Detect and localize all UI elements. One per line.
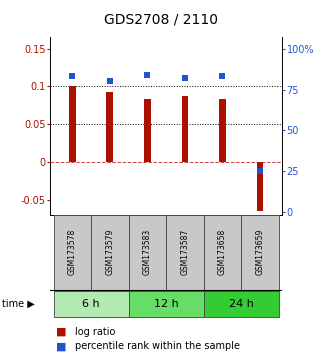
Bar bbox=[129, 291, 204, 317]
Bar bbox=[69, 86, 76, 162]
Text: GSM173587: GSM173587 bbox=[180, 229, 189, 275]
Text: 24 h: 24 h bbox=[229, 299, 254, 309]
Bar bbox=[107, 92, 113, 162]
Bar bbox=[181, 96, 188, 162]
Text: ■: ■ bbox=[56, 327, 67, 337]
Point bbox=[145, 72, 150, 78]
Text: GSM173658: GSM173658 bbox=[218, 229, 227, 275]
Point bbox=[182, 75, 187, 81]
Point bbox=[220, 74, 225, 79]
Point bbox=[107, 79, 112, 84]
Text: 6 h: 6 h bbox=[82, 299, 100, 309]
Text: 12 h: 12 h bbox=[154, 299, 178, 309]
Text: GSM173578: GSM173578 bbox=[68, 229, 77, 275]
Bar bbox=[91, 215, 129, 291]
Text: log ratio: log ratio bbox=[75, 327, 116, 337]
Bar bbox=[166, 215, 204, 291]
Bar bbox=[144, 99, 151, 162]
Bar bbox=[219, 99, 226, 162]
Text: GSM173583: GSM173583 bbox=[143, 229, 152, 275]
Text: ■: ■ bbox=[56, 341, 67, 351]
Bar bbox=[54, 291, 129, 317]
Text: time ▶: time ▶ bbox=[2, 299, 34, 309]
Bar bbox=[204, 215, 241, 291]
Point bbox=[70, 74, 75, 79]
Bar bbox=[129, 215, 166, 291]
Text: GDS2708 / 2110: GDS2708 / 2110 bbox=[103, 12, 218, 27]
Bar bbox=[241, 215, 279, 291]
Bar bbox=[204, 291, 279, 317]
Bar bbox=[54, 215, 91, 291]
Text: GSM173579: GSM173579 bbox=[105, 229, 114, 275]
Text: percentile rank within the sample: percentile rank within the sample bbox=[75, 341, 240, 351]
Point bbox=[257, 169, 263, 174]
Text: GSM173659: GSM173659 bbox=[256, 229, 265, 275]
Bar bbox=[256, 162, 263, 211]
